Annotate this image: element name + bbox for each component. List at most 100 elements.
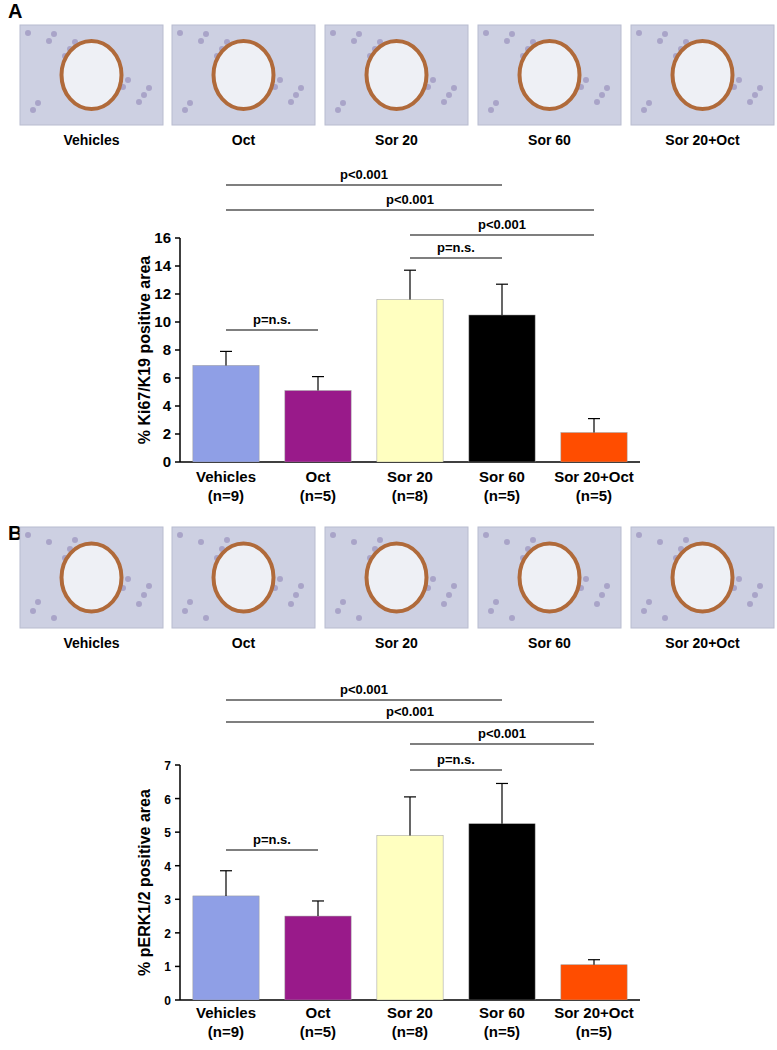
micrograph-nucleus bbox=[203, 31, 209, 37]
bars bbox=[193, 270, 627, 462]
micrograph-nucleus bbox=[30, 608, 36, 614]
error-cap bbox=[404, 270, 416, 271]
bars bbox=[193, 783, 627, 1000]
micrograph bbox=[325, 527, 468, 628]
micrograph-nucleus bbox=[599, 92, 605, 98]
y-tick-label: 10 bbox=[154, 313, 171, 330]
micrograph-nucleus bbox=[136, 99, 142, 105]
micrograph bbox=[172, 527, 315, 628]
significance-label: p=n.s. bbox=[437, 752, 475, 767]
micrograph-nucleus bbox=[662, 615, 668, 621]
y-tick bbox=[175, 265, 180, 267]
micrograph-nucleus bbox=[446, 592, 452, 598]
micrograph-nucleus bbox=[351, 38, 357, 44]
significance-line bbox=[410, 769, 502, 770]
micrograph-background bbox=[325, 25, 468, 125]
error-bar bbox=[588, 960, 600, 965]
y-axis bbox=[179, 765, 181, 1000]
micrograph-nucleus bbox=[187, 599, 193, 605]
micrograph-nucleus bbox=[646, 599, 652, 605]
figure: AVehiclesOctSor 20Sor 60Sor 20+Oct024681… bbox=[0, 0, 777, 1050]
significance-line bbox=[410, 257, 502, 258]
micrograph bbox=[631, 527, 774, 628]
significance-line bbox=[226, 699, 502, 700]
micrograph-nucleus bbox=[493, 100, 499, 106]
significance-label: p<0.001 bbox=[340, 167, 388, 182]
y-tick-label: 6 bbox=[164, 793, 171, 807]
bar bbox=[377, 836, 443, 1001]
micrograph-nucleus bbox=[646, 100, 652, 106]
micrograph-nucleus bbox=[757, 583, 763, 589]
micrograph-nucleus bbox=[125, 77, 131, 83]
micrograph-nucleus bbox=[657, 38, 663, 44]
micrograph-nucleus bbox=[594, 99, 600, 105]
image-caption: Oct bbox=[232, 635, 256, 651]
image-caption: Vehicles bbox=[63, 132, 119, 148]
micrograph-nucleus bbox=[146, 583, 152, 589]
category-label: Oct(n=5) bbox=[300, 1004, 336, 1040]
micrograph-nucleus bbox=[752, 592, 758, 598]
y-tick-label: 12 bbox=[154, 285, 171, 302]
micrograph-nucleus bbox=[277, 77, 283, 83]
y-tick-label: 2 bbox=[164, 927, 171, 941]
micrograph-nucleus bbox=[604, 583, 610, 589]
micrograph-nucleus bbox=[330, 30, 336, 36]
image-caption: Sor 20 bbox=[375, 635, 418, 651]
micrograph-nucleus bbox=[483, 532, 489, 538]
micrograph-background bbox=[172, 527, 315, 628]
micrograph-nucleus bbox=[657, 539, 663, 545]
micrograph-nucleus bbox=[224, 537, 230, 543]
error-cap bbox=[496, 284, 508, 285]
y-tick-label: 6 bbox=[163, 369, 171, 386]
micrograph-duct bbox=[62, 41, 122, 109]
micrograph-nucleus bbox=[483, 30, 489, 36]
micrograph-nucleus bbox=[277, 576, 283, 582]
micrograph-nucleus bbox=[136, 601, 142, 607]
micrograph-background bbox=[325, 527, 468, 628]
micrograph-nucleus bbox=[177, 30, 183, 36]
y-tick-label: 7 bbox=[164, 759, 171, 773]
y-tick bbox=[175, 831, 180, 833]
micrograph-nucleus bbox=[293, 592, 299, 598]
micrograph-nucleus bbox=[177, 532, 183, 538]
panel: BVehiclesOctSor 20Sor 60Sor 20+Oct012345… bbox=[8, 522, 774, 1040]
micrograph-nucleus bbox=[451, 583, 457, 589]
significance-line bbox=[226, 184, 502, 185]
error-cap bbox=[220, 351, 232, 352]
y-tick bbox=[175, 433, 180, 435]
micrograph-nucleus bbox=[356, 615, 362, 621]
micrograph bbox=[172, 25, 315, 125]
error-cap bbox=[312, 376, 324, 377]
panel: AVehiclesOctSor 20Sor 60Sor 20+Oct024681… bbox=[8, 0, 774, 504]
micrograph-nucleus bbox=[683, 537, 689, 543]
micrograph-duct bbox=[367, 544, 427, 612]
significance-line bbox=[410, 234, 594, 235]
bar bbox=[469, 824, 535, 1000]
y-tick-label: 5 bbox=[164, 826, 171, 840]
bar bbox=[469, 315, 535, 462]
error-bar bbox=[588, 419, 600, 433]
error-bar bbox=[220, 351, 232, 365]
micrograph-nucleus bbox=[488, 608, 494, 614]
micrograph-nucleus bbox=[641, 608, 647, 614]
error-stem bbox=[317, 901, 318, 916]
image-caption: Sor 60 bbox=[528, 635, 571, 651]
error-bar bbox=[496, 783, 508, 823]
micrograph-background bbox=[478, 527, 621, 628]
micrograph-nucleus bbox=[335, 107, 341, 113]
micrograph-nucleus bbox=[182, 608, 188, 614]
micrograph-nucleus bbox=[298, 85, 304, 91]
micrograph-nucleus bbox=[757, 85, 763, 91]
error-cap bbox=[220, 870, 232, 871]
error-bar bbox=[404, 270, 416, 299]
micrograph-nucleus bbox=[493, 599, 499, 605]
significance-label: p<0.001 bbox=[386, 192, 434, 207]
micrograph-nucleus bbox=[430, 77, 436, 83]
category-label: Sor 60(n=5) bbox=[479, 1004, 525, 1040]
micrograph-nucleus bbox=[641, 107, 647, 113]
micrograph-nucleus bbox=[51, 615, 57, 621]
significance-label: p=n.s. bbox=[437, 240, 475, 255]
significance-line bbox=[226, 329, 318, 330]
micrograph-nucleus bbox=[35, 599, 41, 605]
micrograph-background bbox=[172, 25, 315, 125]
